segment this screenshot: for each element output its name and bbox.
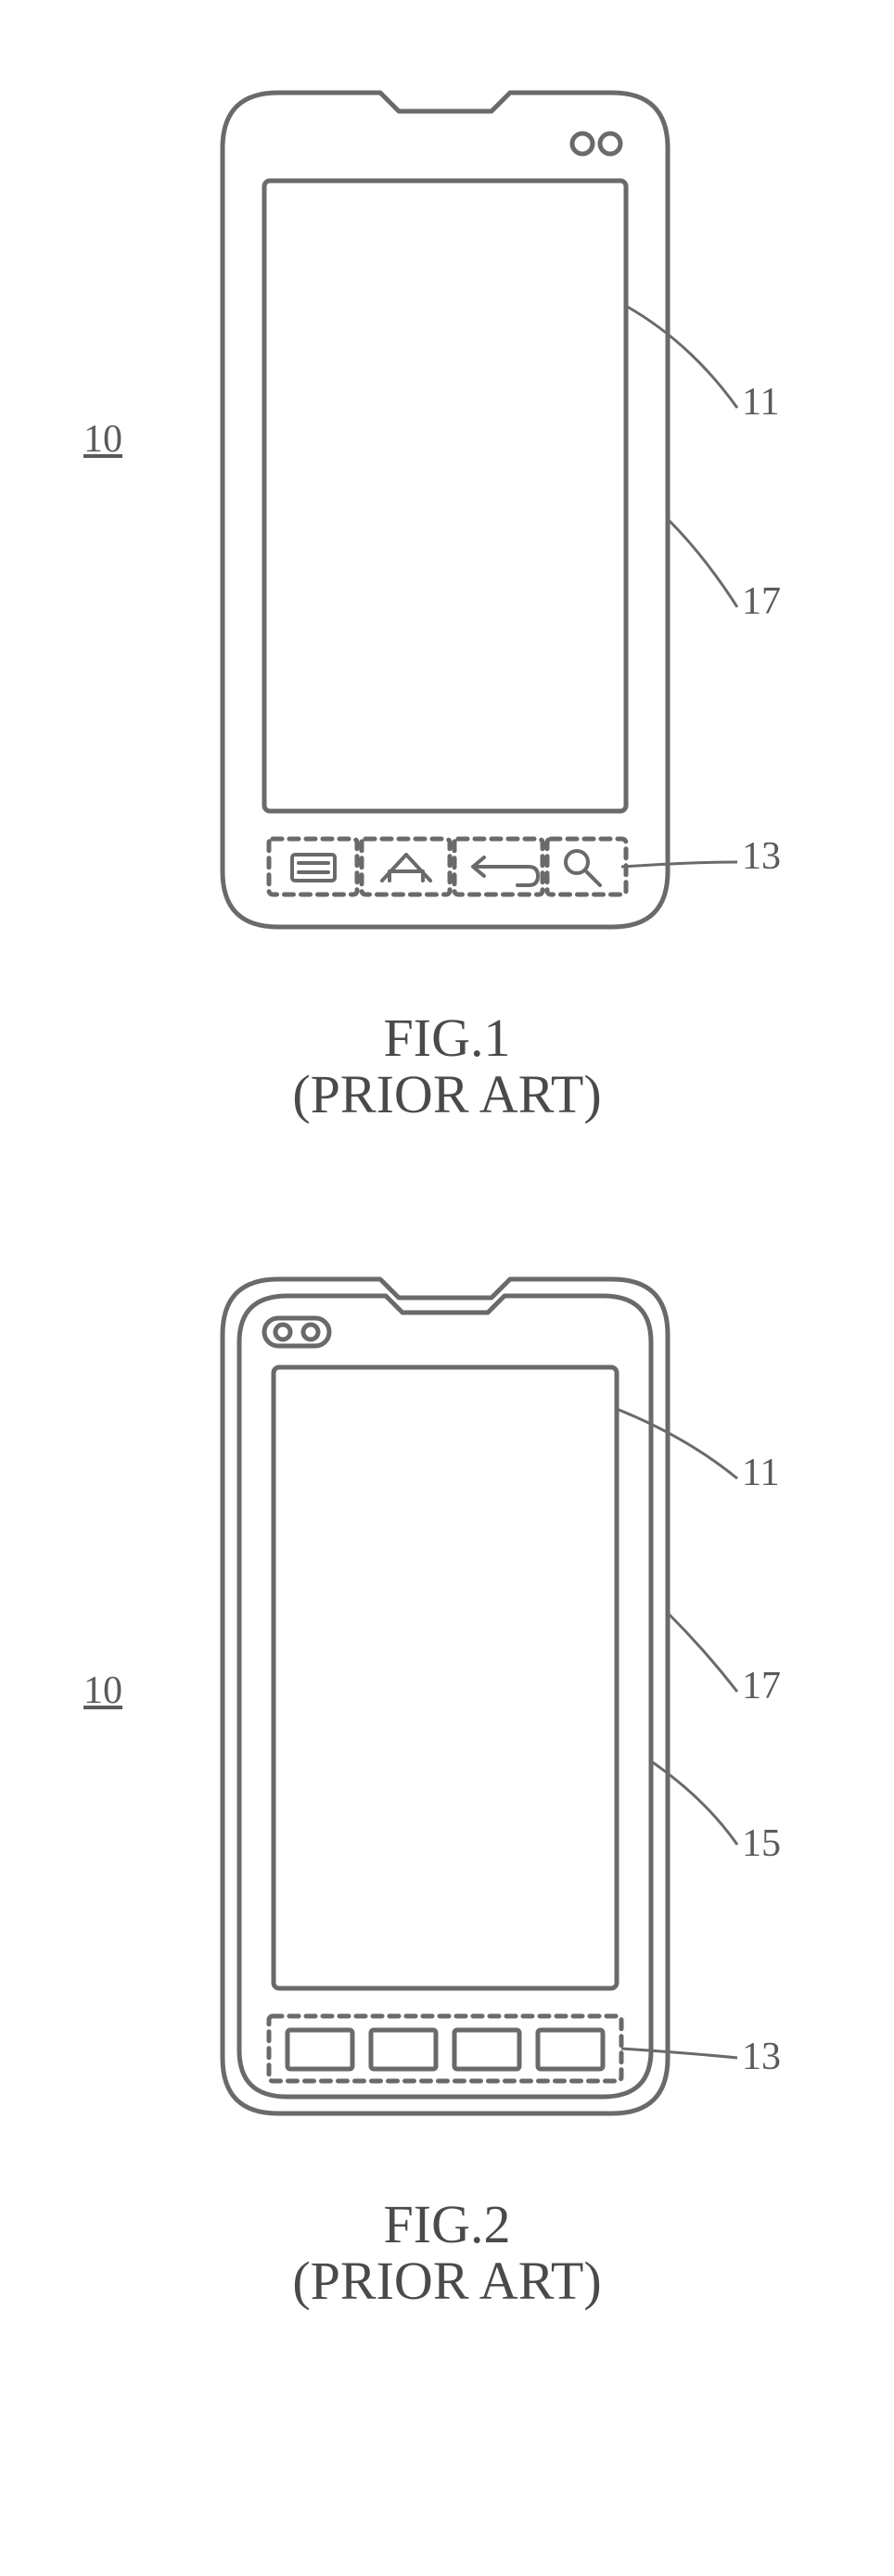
figure-2-caption: FIG.2 (PRIOR ART) xyxy=(0,2197,894,2310)
fig2-lead-17: 17 xyxy=(742,1664,781,1708)
figure-1-block: 10 11 17 13 xyxy=(0,56,894,1205)
fig1-lead-17: 17 xyxy=(742,579,781,624)
fig2-lead-11: 11 xyxy=(742,1451,779,1495)
figure-1-caption-line2: (PRIOR ART) xyxy=(0,1067,894,1123)
fig2-lead-15: 15 xyxy=(742,1821,781,1866)
page: 10 11 17 13 xyxy=(0,0,894,2484)
figure-1-caption-line1: FIG.1 xyxy=(0,1010,894,1067)
figure-2-caption-line2: (PRIOR ART) xyxy=(0,2253,894,2310)
fig1-device-ref: 10 xyxy=(83,417,122,462)
figure-2-block: 10 11 17 15 13 xyxy=(0,1242,894,2410)
figure-1-caption: FIG.1 (PRIOR ART) xyxy=(0,1010,894,1123)
fig2-lead-13: 13 xyxy=(742,2035,781,2079)
fig1-lead-11: 11 xyxy=(742,380,779,425)
figure-2-caption-line1: FIG.2 xyxy=(0,2197,894,2253)
fig1-lead-13: 13 xyxy=(742,834,781,879)
fig2-device-ref: 10 xyxy=(83,1669,122,1713)
